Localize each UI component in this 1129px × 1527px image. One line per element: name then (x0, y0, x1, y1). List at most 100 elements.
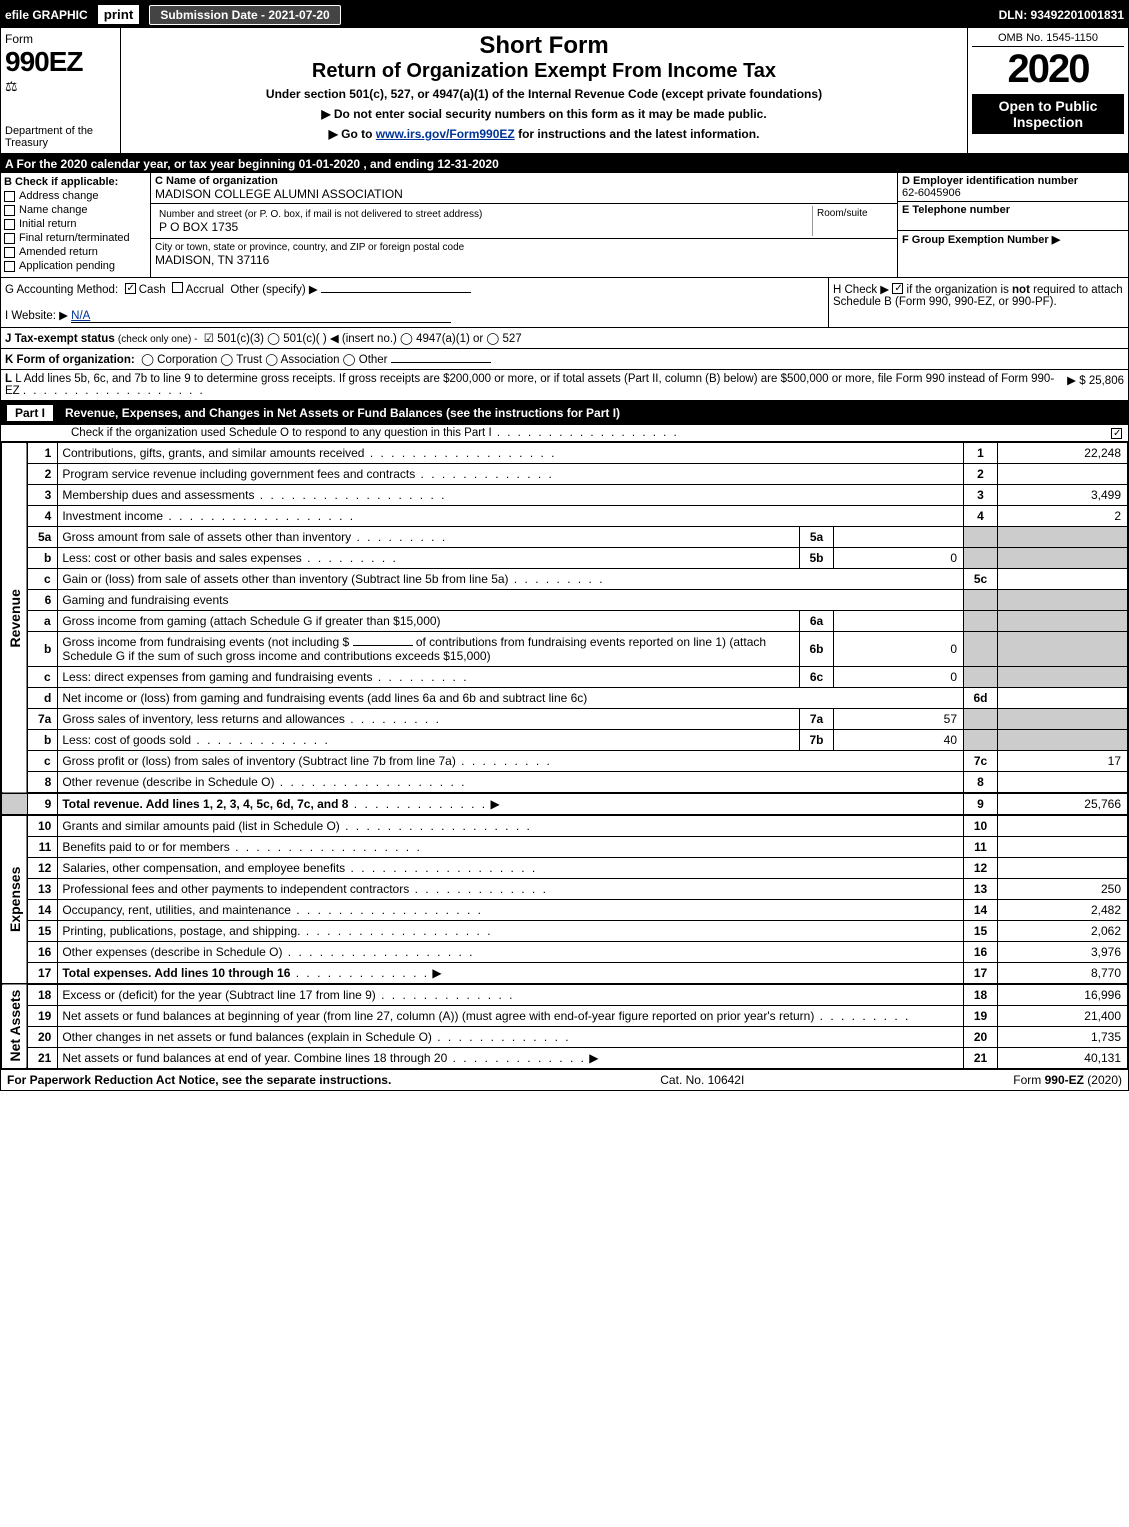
efile-label: efile GRAPHIC (5, 8, 88, 22)
val-6d (998, 688, 1128, 709)
chk-initial-return[interactable]: Initial return (4, 218, 147, 230)
k-other-blank[interactable] (391, 362, 491, 363)
page-footer: For Paperwork Reduction Act Notice, see … (1, 1069, 1128, 1090)
val-14: 2,482 (998, 900, 1128, 921)
checkbox-icon[interactable] (4, 219, 15, 230)
tax-year: 2020 (972, 47, 1124, 92)
val-18: 16,996 (998, 984, 1128, 1006)
dln-label: DLN: 93492201001831 (999, 8, 1124, 22)
val-6b: 0 (834, 632, 964, 667)
b-label: B Check if applicable: (4, 176, 147, 188)
city-row: City or town, state or province, country… (151, 239, 897, 269)
i-label: I Website: ▶ (5, 310, 68, 322)
line-l: L L Add lines 5b, 6c, and 7b to line 9 t… (1, 370, 1128, 401)
checkbox-icon[interactable] (4, 247, 15, 258)
val-5a (834, 527, 964, 548)
irs-link[interactable]: www.irs.gov/Form990EZ (376, 127, 515, 141)
val-13: 250 (998, 879, 1128, 900)
e-label: E Telephone number (902, 204, 1010, 216)
section-b: B Check if applicable: Address change Na… (1, 173, 151, 277)
val-3: 3,499 (998, 485, 1128, 506)
line-k: K Form of organization: ◯ Corporation ◯ … (1, 349, 1128, 370)
chk-name-change[interactable]: Name change (4, 204, 147, 216)
ein-row: D Employer identification number 62-6045… (898, 173, 1128, 202)
val-6a (834, 611, 964, 632)
k-label: K Form of organization: (5, 354, 135, 366)
val-6c: 0 (834, 667, 964, 688)
chk-application-pending[interactable]: Application pending (4, 260, 147, 272)
checkbox-icon[interactable] (4, 233, 15, 244)
telephone-row: E Telephone number (898, 202, 1128, 231)
header-block: Form 990EZ ⚖ Department of the Treasury … (1, 28, 1128, 155)
footer-formref: Form 990-EZ (2020) (1013, 1073, 1122, 1087)
g-label: G Accounting Method: (5, 284, 118, 296)
d-label: D Employer identification number (902, 175, 1078, 187)
checkbox-accrual[interactable] (172, 282, 183, 293)
val-17: 8,770 (998, 963, 1128, 985)
irs-seal-icon: ⚖ (5, 78, 18, 94)
checkbox-icon[interactable] (4, 191, 15, 202)
instr-goto-post: for instructions and the latest informat… (515, 127, 760, 141)
blank-6b[interactable] (353, 645, 413, 646)
footer-paperwork: For Paperwork Reduction Act Notice, see … (7, 1073, 391, 1087)
c-label: C Name of organization (155, 175, 278, 187)
org-name-row: C Name of organization MADISON COLLEGE A… (151, 173, 897, 204)
chk-amended-return[interactable]: Amended return (4, 246, 147, 258)
gh-row: G Accounting Method: Cash Accrual Other … (1, 278, 1128, 328)
topbar-left: efile GRAPHIC print Submission Date - 20… (5, 3, 341, 26)
header-center: Short Form Return of Organization Exempt… (121, 28, 968, 153)
val-8 (998, 772, 1128, 794)
dept-label: Department of the Treasury (5, 125, 116, 149)
val-19: 21,400 (998, 1006, 1128, 1027)
val-21: 40,131 (998, 1048, 1128, 1069)
topbar: efile GRAPHIC print Submission Date - 20… (1, 1, 1128, 28)
checkbox-icon[interactable] (4, 205, 15, 216)
val-5c (998, 569, 1128, 590)
g-other-blank[interactable] (321, 292, 471, 293)
val-4: 2 (998, 506, 1128, 527)
checkbox-icon[interactable] (4, 261, 15, 272)
line-j: J Tax-exempt status (check only one) - ☑… (1, 328, 1128, 349)
val-7c: 17 (998, 751, 1128, 772)
chk-final-return[interactable]: Final return/terminated (4, 232, 147, 244)
print-button[interactable]: print (96, 3, 142, 26)
c-value: MADISON COLLEGE ALUMNI ASSOCIATION (155, 187, 403, 201)
val-9: 25,766 (998, 793, 1128, 815)
instr-ssn: ▶ Do not enter social security numbers o… (129, 107, 959, 121)
footer-catno: Cat. No. 10642I (660, 1073, 744, 1087)
financial-table: Revenue 1 Contributions, gifts, grants, … (1, 442, 1128, 1069)
j-options[interactable]: ☑ 501(c)(3) ◯ 501(c)( ) ◀ (insert no.) ◯… (204, 333, 522, 345)
city-label: City or town, state or province, country… (155, 242, 464, 253)
addr-label: Number and street (or P. O. box, if mail… (159, 209, 482, 220)
line-h: H Check ▶ if the organization is not req… (828, 278, 1128, 327)
title-return: Return of Organization Exempt From Incom… (129, 60, 959, 83)
website-link[interactable]: N/A (71, 310, 90, 322)
omb-number: OMB No. 1545-1150 (972, 32, 1124, 47)
part1-title: Revenue, Expenses, and Changes in Net As… (65, 406, 620, 420)
chk-address-change[interactable]: Address change (4, 190, 147, 202)
inspect-line1: Open to Public (999, 98, 1098, 114)
form-number: 990EZ (5, 46, 116, 78)
checkbox-cash[interactable] (125, 283, 136, 294)
checkbox-h[interactable] (892, 283, 903, 294)
title-short-form: Short Form (129, 32, 959, 60)
part1-label: Part I (7, 405, 53, 421)
side-label-revenue: Revenue (2, 443, 28, 794)
header-left: Form 990EZ ⚖ Department of the Treasury (1, 28, 121, 153)
val-16: 3,976 (998, 942, 1128, 963)
group-exemption-row: F Group Exemption Number ▶ (898, 231, 1128, 248)
instr-goto-pre: ▶ Go to (329, 127, 376, 141)
val-10 (998, 815, 1128, 837)
line-a-taxyear: A For the 2020 calendar year, or tax yea… (1, 155, 1128, 173)
val-1: 22,248 (998, 443, 1128, 464)
k-options[interactable]: ◯ Corporation ◯ Trust ◯ Association ◯ Ot… (141, 354, 387, 366)
form-page: efile GRAPHIC print Submission Date - 20… (0, 0, 1129, 1091)
val-2 (998, 464, 1128, 485)
addr-value: P O BOX 1735 (159, 220, 238, 234)
val-20: 1,735 (998, 1027, 1128, 1048)
f-label: F Group Exemption Number ▶ (902, 234, 1060, 246)
addr-row: Number and street (or P. O. box, if mail… (151, 204, 897, 239)
room-suite: Room/suite (813, 206, 893, 236)
header-right: OMB No. 1545-1150 2020 Open to Public In… (968, 28, 1128, 153)
checkbox-schedule-o[interactable] (1111, 428, 1122, 439)
